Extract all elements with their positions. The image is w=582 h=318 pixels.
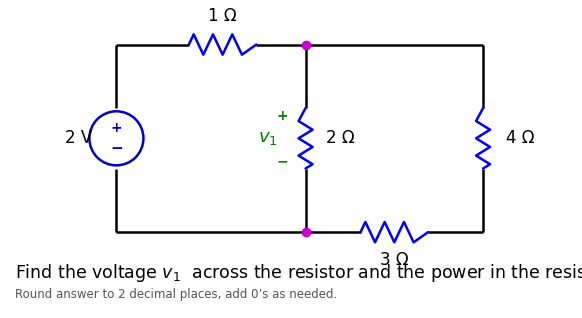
Text: 3 Ω: 3 Ω (380, 251, 409, 269)
Text: Find the voltage $v_1$  across the resistor and the power in the resistor.: Find the voltage $v_1$ across the resist… (15, 262, 582, 284)
Text: 1 Ω: 1 Ω (208, 7, 237, 25)
Text: −: − (276, 154, 288, 168)
Text: 2 V: 2 V (65, 129, 92, 147)
Text: +: + (276, 109, 288, 123)
Text: $v_1$: $v_1$ (258, 129, 278, 147)
Text: 2 Ω: 2 Ω (326, 129, 354, 147)
Text: Round answer to 2 decimal places, add 0’s as needed.: Round answer to 2 decimal places, add 0’… (15, 288, 337, 301)
Text: +: + (111, 121, 122, 135)
Text: −: − (110, 141, 123, 156)
Text: 4 Ω: 4 Ω (506, 129, 535, 147)
